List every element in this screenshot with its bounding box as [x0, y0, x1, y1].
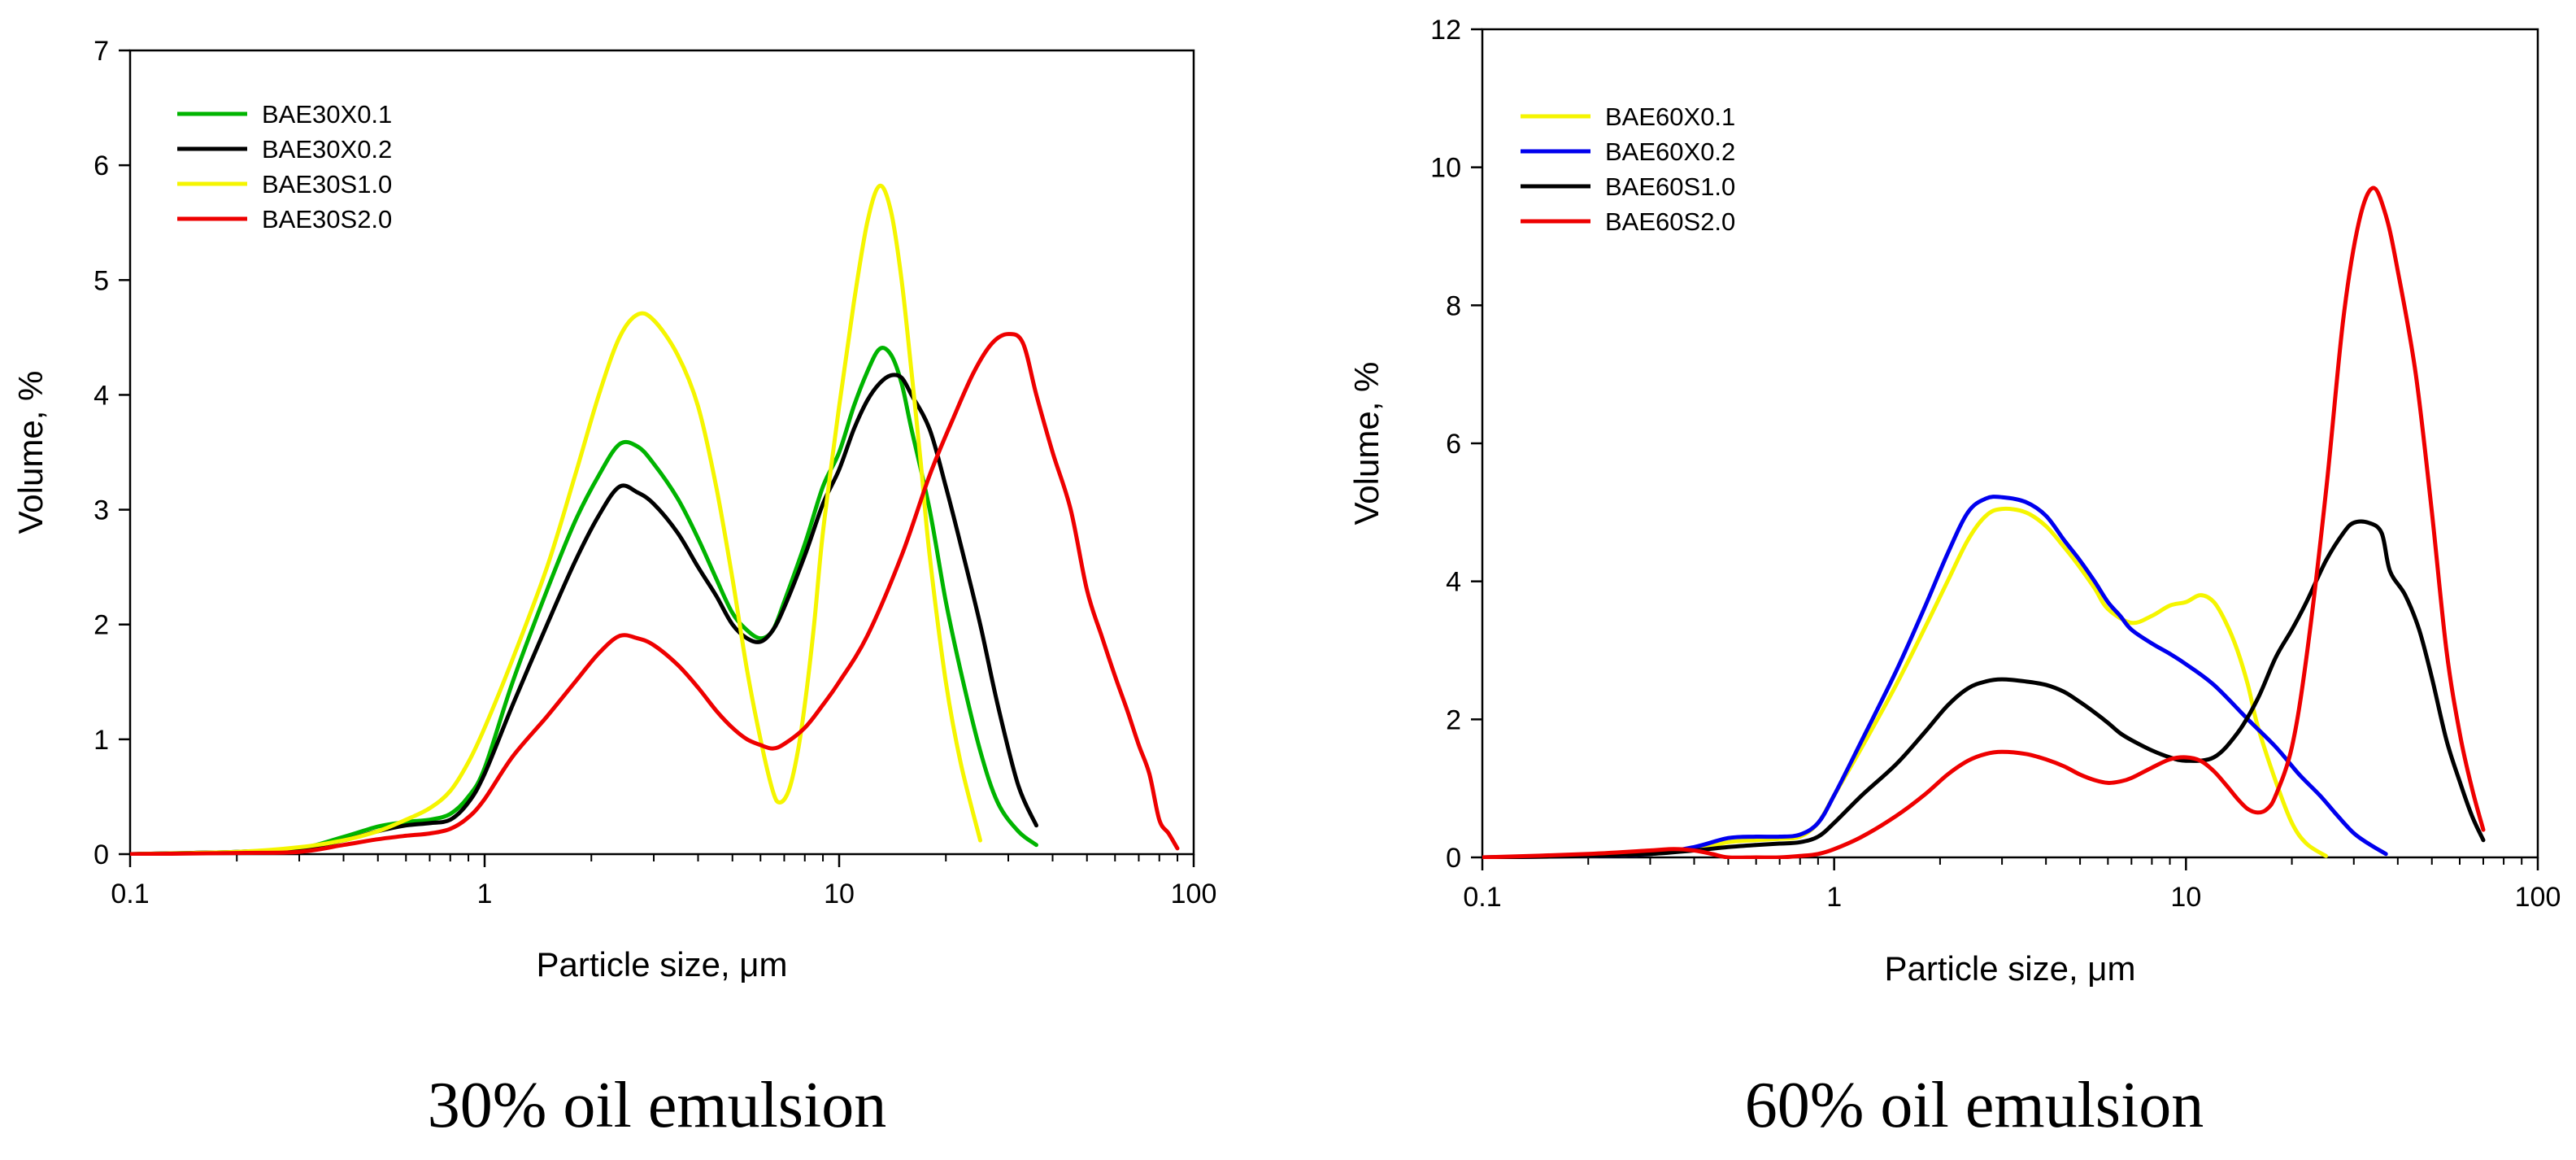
series-line-BAE60X0.2 [1482, 495, 2388, 859]
series-line-BAE60S1.0 [1482, 519, 2486, 859]
y-tick-label: 12 [1430, 15, 1461, 46]
y-tick-label: 4 [94, 380, 109, 411]
y-tick-label: 2 [1446, 704, 1461, 735]
y-tick-label: 0 [1446, 843, 1461, 874]
plot-frame [128, 49, 1195, 856]
panel-caption: 60% oil emulsion [1745, 1070, 2204, 1141]
legend: BAE30X0.1 BAE30X0.2 BAE30S1.0 BAE30S2.0 [177, 100, 392, 233]
x-tick-label: 0.1 [111, 879, 149, 909]
x-tick-label: 1 [477, 879, 493, 909]
x-axis-label: Particle size, μm [537, 945, 788, 983]
y-tick-label: 3 [94, 495, 109, 526]
y-tick-label: 5 [94, 265, 109, 296]
legend-entry: BAE60X0.2 [1605, 137, 1735, 166]
series-line-BAE60S2.0 [1482, 185, 2486, 859]
y-tick-label: 7 [94, 36, 109, 67]
series-line-BAE30X0.2 [130, 373, 1038, 856]
x-tick-label: 1 [1826, 882, 1842, 913]
x-tick-label: 10 [824, 879, 855, 909]
series-line-BAE60X0.1 [1482, 506, 2328, 859]
y-tick-label: 6 [1446, 429, 1461, 460]
panel-30-oil: 0 1 2 3 4 5 6 7 0.1 1 10 100 Particle size, μm Volume… [11, 36, 1216, 1141]
x-tick-label: 10 [2170, 882, 2201, 913]
x-tick-label: 100 [1171, 879, 1217, 909]
y-tick-label: 4 [1446, 567, 1461, 598]
series-line-BAE30X0.1 [130, 346, 1038, 856]
legend-entry: BAE30X0.1 [262, 100, 392, 129]
series-line-BAE30S2.0 [130, 332, 1180, 856]
x-tick-label: 100 [2515, 882, 2561, 913]
legend-entry: BAE60X0.1 [1605, 102, 1735, 131]
legend-entry: BAE30S2.0 [262, 205, 392, 233]
legend-entry: BAE30S1.0 [262, 170, 392, 198]
y-tick-label: 2 [94, 610, 109, 641]
y-tick-label: 0 [94, 839, 109, 870]
panel-60-oil: 0 2 4 6 8 10 12 0.1 1 10 100 Particle size, μm Volum… [1347, 15, 2561, 1141]
legend-entry: BAE60S2.0 [1605, 207, 1735, 236]
series-line-BAE30S1.0 [130, 183, 982, 856]
legend-entry: BAE30X0.2 [262, 135, 392, 164]
y-tick-label: 8 [1446, 290, 1461, 321]
y-tick-label: 6 [94, 150, 109, 181]
x-tick-label: 0.1 [1463, 882, 1501, 913]
y-axis-label: Volume, % [11, 371, 50, 534]
y-tick-label: 10 [1430, 153, 1461, 184]
legend-entry: BAE60S1.0 [1605, 172, 1735, 201]
y-tick-label: 1 [94, 725, 109, 756]
y-axis-label: Volume, % [1347, 362, 1386, 525]
panel-caption: 30% oil emulsion [428, 1070, 886, 1141]
x-axis-label: Particle size, μm [1885, 949, 2136, 988]
legend: BAE60X0.1 BAE60X0.2 BAE60S1.0 BAE60S2.0 [1521, 102, 1735, 236]
